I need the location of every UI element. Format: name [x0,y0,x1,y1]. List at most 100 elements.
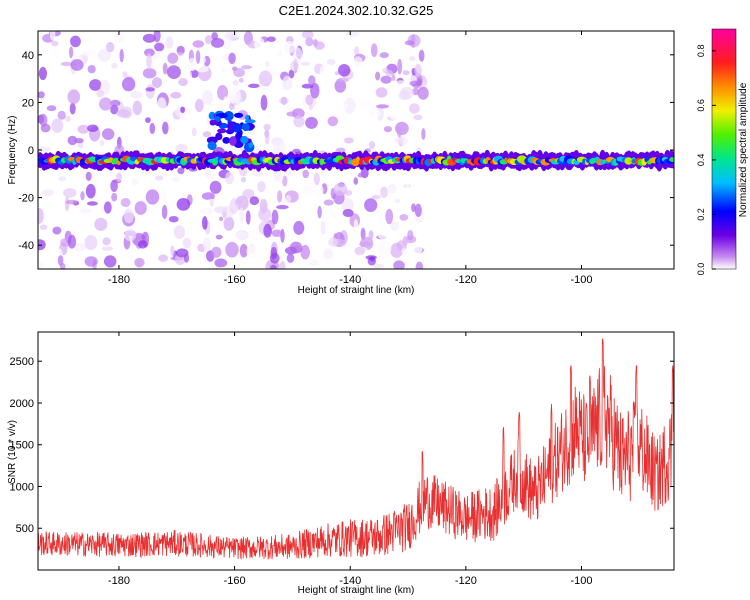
noise-blob [344,137,354,144]
heatmap-panel: -180 -160 -140 -120 -100 -40 -20 0 20 40 Height … [7,30,675,296]
noise-blob [228,103,235,110]
noise-blob [254,37,265,52]
snr-panel: -180 -160 -140 -120 -100 500 1000 1500 2000 2500… [7,331,675,596]
snr-x-axis-label: Height of straight line (km) [298,585,415,596]
noise-blob [146,53,152,69]
noise-blob [103,255,117,268]
tick-label: -100 [570,274,592,286]
noise-blob [170,245,175,257]
noise-blob [283,134,294,149]
heatmap-y-ticks: -40 -20 0 20 40 [18,50,674,252]
noise-blob [168,216,179,223]
noise-blob [173,225,185,240]
noise-blob [377,200,385,210]
noise-blob [282,175,288,187]
noise-blob [328,237,339,247]
noise-blob [246,245,258,258]
noise-blob [48,139,53,145]
noise-blob [239,260,248,269]
noise-blob [111,192,118,202]
noise-blob [368,230,374,241]
noise-blob [409,80,422,87]
noise-blob [217,85,228,101]
noise-blob [225,241,239,258]
noise-blob [270,264,277,269]
noise-blob [154,175,164,181]
noise-blob [182,237,192,249]
tick-label: -160 [224,575,246,587]
noise-blob [326,59,336,65]
noise-blob [180,106,186,114]
noise-blob [99,140,105,146]
noise-blob [305,37,314,47]
figure-title: C2E1.2024.302.10.32.G25 [279,3,434,18]
noise-blob [97,49,112,62]
noise-blob [224,31,238,39]
noise-blob [249,196,260,206]
noise-blob [301,31,314,39]
secondary-blob [229,136,237,146]
secondary-blob [208,111,216,120]
snr-series-line [38,338,674,561]
noise-blob [383,126,392,133]
noise-blob [289,241,303,254]
noise-blob [414,64,422,77]
tick-label: -40 [18,240,34,252]
noise-blob [49,31,56,41]
noise-blob [60,61,73,67]
noise-blob [124,59,129,74]
noise-blob [149,122,156,135]
tick-label: 1500 [10,440,34,452]
noise-blob [110,104,119,115]
noise-blob [170,92,182,99]
noise-blob [47,48,55,54]
noise-blob [390,110,403,121]
noise-blob [112,223,121,232]
noise-blob [412,87,420,96]
noise-blob [402,70,410,76]
noise-blob [77,124,90,134]
noise-blob [151,77,163,88]
noise-blob [211,32,219,41]
noise-blob [404,40,415,46]
noise-blob [333,183,348,196]
tick-label: 1000 [10,481,34,493]
noise-blob [339,103,348,111]
noise-blob [177,52,184,56]
noise-blob [286,111,298,117]
noise-blob [153,221,163,228]
secondary-blob [217,128,227,134]
noise-blob [343,97,356,114]
noise-blob [207,175,215,181]
noise-blob [375,71,381,81]
tick-label: -160 [224,274,246,286]
noise-blob [323,248,334,260]
noise-blob [415,261,424,269]
noise-blob [238,77,244,83]
noise-blob [395,80,407,87]
noise-blob [288,69,295,79]
noise-blob [175,143,188,154]
noise-blob [80,218,87,230]
noise-blob [131,178,139,186]
noise-blob [408,103,420,114]
noise-blob [195,50,201,64]
noise-blob [154,42,165,52]
noise-blob [221,66,227,74]
noise-blob [85,171,92,181]
noise-blob [46,105,57,112]
noise-blob [116,109,131,118]
noise-blob [334,79,347,93]
noise-blob [402,235,409,246]
noise-blob [96,89,105,98]
noise-blob [341,198,354,212]
secondary-blob [240,135,249,144]
noise-blob [369,109,381,118]
noise-blob [359,139,368,148]
noise-blob [70,59,84,71]
noise-blob [360,227,366,240]
colorbar-tick-label: 0.4 [696,154,706,167]
noise-blob [305,94,314,106]
noise-blob [205,198,218,206]
